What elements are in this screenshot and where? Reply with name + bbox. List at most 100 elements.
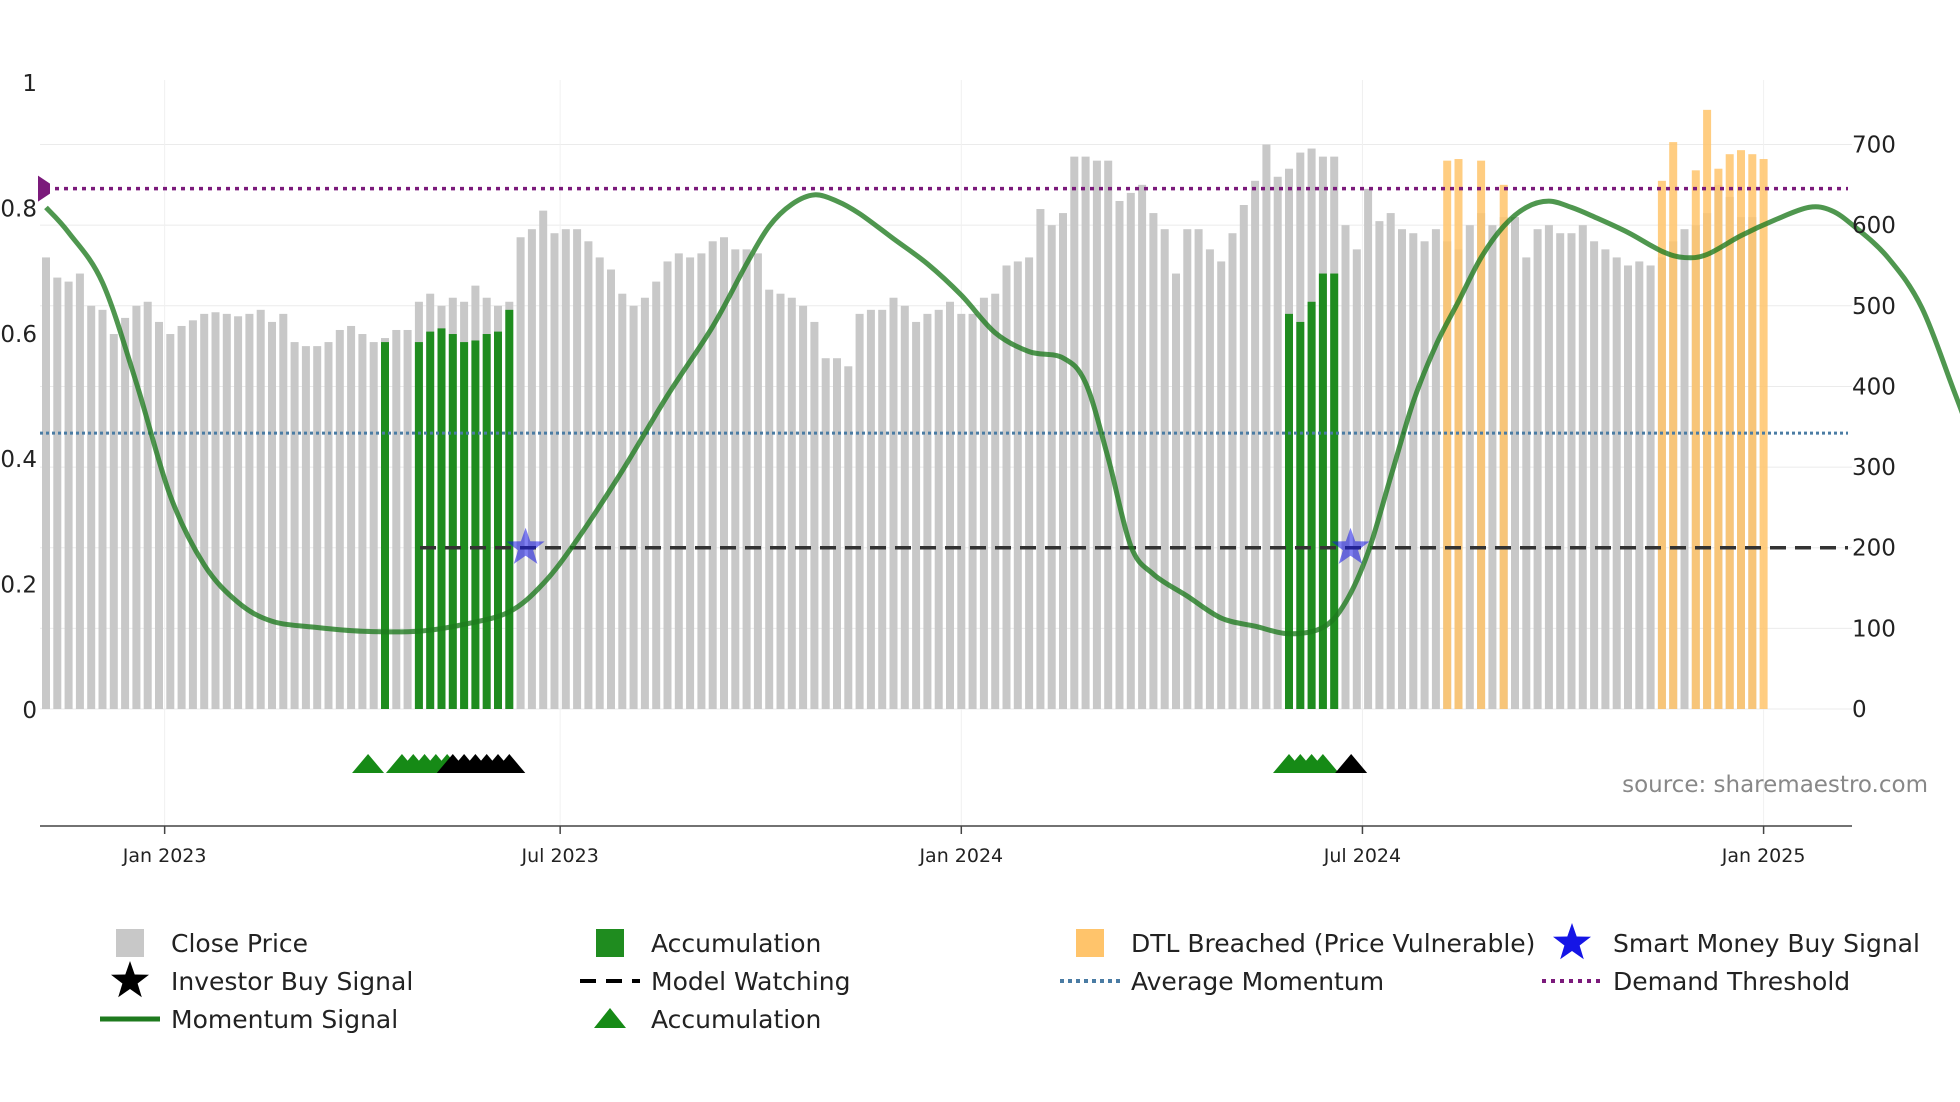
price-bar [166,334,175,709]
price-bar [912,321,921,709]
price-bar [1047,225,1056,709]
price-bar [121,317,130,709]
price-bar [369,342,378,709]
price-bar [946,301,954,709]
price-bar [53,277,62,709]
price-bar [234,316,243,709]
price-bar [934,309,943,709]
price-bar [720,237,728,710]
x-tick-label: Jan 2025 [1721,845,1806,867]
price-bar [1273,176,1282,709]
price-bar [188,320,197,709]
legend-item-accum_marker: Accumulation [594,1005,821,1034]
price-bar [584,241,593,709]
price-bar [1149,213,1158,709]
right-tick-label: 0 [1852,697,1867,723]
legend-item-demand: Demand Threshold [1542,967,1850,996]
smart-money-star [1331,527,1370,564]
accumulation-bar [460,342,469,709]
legend-swatch-dtl [1076,929,1104,957]
dtl-breached-bar [1477,160,1486,709]
accumulation-bar [1330,273,1339,709]
legend-swatch-close-price [116,929,144,957]
price-bar [1624,265,1632,709]
legend-label: DTL Breached (Price Vulnerable) [1131,929,1535,958]
price-bar [1544,225,1553,709]
price-bar [1341,225,1350,709]
price-bar [516,237,525,710]
price-bar [1104,160,1113,709]
price-bar [1002,265,1011,709]
price-bar [1138,184,1147,710]
price-bar [595,257,604,709]
accumulation-bar [448,334,457,709]
price-bar [968,313,977,709]
x-tick-label: Jul 2023 [520,845,598,867]
price-bar [742,249,751,710]
price-bar [222,313,231,709]
price-bar [640,297,649,709]
price-bar [866,309,875,709]
dtl-breached-bar [1725,154,1734,710]
price-bar [1635,261,1644,709]
price-bar [833,358,841,709]
accumulation-bar [1307,301,1316,709]
price-bar [1059,213,1067,709]
price-bar [652,281,661,709]
source-label: source: sharemaestro.com [1622,772,1928,798]
price-bar [1352,249,1361,710]
price-bar [731,249,740,710]
legend-item-close: Close Price [116,929,308,958]
price-bar [245,313,254,709]
right-tick-label: 600 [1852,213,1896,239]
price-bar [200,313,209,709]
price-bar [697,253,706,709]
price-bar [42,257,50,709]
investor-buy-marker [1335,754,1368,773]
price-bar [1092,160,1101,709]
legend-star-icon [111,961,149,998]
signal-markers [352,527,1370,773]
legend-item-avg: Average Momentum [1060,967,1384,996]
legend-star-icon [1553,923,1591,960]
price-bar [765,289,774,709]
price-bar [527,229,536,709]
dtl-breached-bar [1443,160,1452,709]
price-bar [1680,229,1689,709]
price-bar [618,293,627,709]
price-bar [313,346,322,709]
price-bar [799,305,808,709]
legend-item-accum_bar: Accumulation [596,929,821,958]
left-tick-label: 1 [22,71,37,97]
price-bar [900,305,909,709]
accumulation-bar [494,331,502,709]
accumulation-bar [1285,313,1293,709]
dtl-breached-bar [1714,168,1723,709]
legend-label: Momentum Signal [171,1005,398,1034]
price-bar [1386,213,1395,709]
legend-label: Demand Threshold [1613,967,1850,996]
legend-item-watching: Model Watching [580,967,851,996]
price-bar [1183,229,1192,709]
price-bar [1409,233,1418,709]
dtl-breached-bar [1669,142,1678,709]
price-bar [753,253,762,709]
accumulation-bar [437,328,446,709]
right-tick-label: 300 [1852,455,1896,481]
price-bar [539,210,548,709]
price-bar [143,301,152,709]
price-bar [821,358,830,709]
legend: Close Price Accumulation DTL Breached (Pri… [100,923,1920,1034]
price-bar [87,305,96,709]
price-bar [776,293,785,709]
price-bar [1511,217,1519,709]
dtl-breached-bar [1748,154,1757,710]
price-bar [256,309,265,709]
investor-buy-marker [493,754,526,773]
accumulation-marker [352,754,385,773]
legend-label: Smart Money Buy Signal [1613,929,1920,958]
right-tick-label: 700 [1852,133,1896,159]
price-bar [923,313,932,709]
price-bar [1578,225,1587,709]
